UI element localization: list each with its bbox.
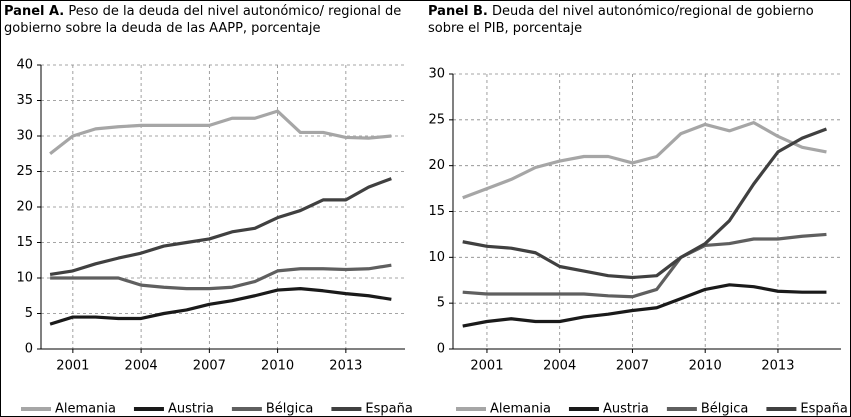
legend-label: Alemania [55,402,116,417]
y-tick-label: 15 [16,235,33,250]
x-tick-label: 2007 [193,359,226,374]
y-tick-label: 35 [16,93,33,108]
series-line [462,120,827,200]
y-tick-label: 20 [428,158,445,173]
title: Deuda del nivel autonómico/regional de g… [428,4,814,36]
x-tick-label: 2013 [761,359,794,374]
panel-title: Panel A. Peso de la deuda del nivel auto… [4,3,424,37]
legend-label: Bélgica [266,402,314,417]
x-tick-label: 2013 [329,359,362,374]
x-tick-label: 2004 [125,359,158,374]
series-line [49,177,392,277]
y-tick-label: 0 [25,342,33,357]
y-tick-label: 5 [437,296,445,311]
legend-label: España [365,402,412,417]
x-tick-label: 2010 [689,359,722,374]
title: Peso de la deuda del nivel autonómico/ r… [4,4,402,36]
y-tick-label: 20 [16,200,33,215]
legend-label: Alemania [490,402,551,417]
y-tick-label: 30 [16,129,33,144]
series-line [462,232,827,299]
y-tick-label: 25 [16,164,33,179]
y-tick-label: 40 [16,58,33,73]
series-line [462,127,828,280]
series-line [49,287,392,326]
panel-label: Panel B. [428,4,488,19]
series-line [462,283,827,328]
legend-label: Bélgica [701,402,749,417]
y-tick-label: 30 [428,67,445,82]
y-tick-label: 5 [25,306,33,321]
legend-label: España [800,402,847,417]
legend-label: Austria [603,402,649,417]
x-tick-label: 2001 [470,359,503,374]
x-tick-label: 2004 [543,359,576,374]
y-tick-label: 25 [428,112,445,127]
series-line [50,263,392,291]
y-tick-label: 10 [16,271,33,286]
panel-label: Panel A. [4,4,65,19]
x-tick-label: 2001 [56,359,89,374]
series-line [49,109,392,156]
y-tick-label: 10 [428,250,445,265]
panel-title: Panel B. Deuda del nivel autonómico/regi… [428,3,850,37]
legend-label: Austria [168,402,214,417]
x-tick-label: 2007 [616,359,649,374]
y-tick-label: 0 [437,342,445,357]
y-tick-label: 15 [428,204,445,219]
x-tick-label: 2010 [261,359,294,374]
